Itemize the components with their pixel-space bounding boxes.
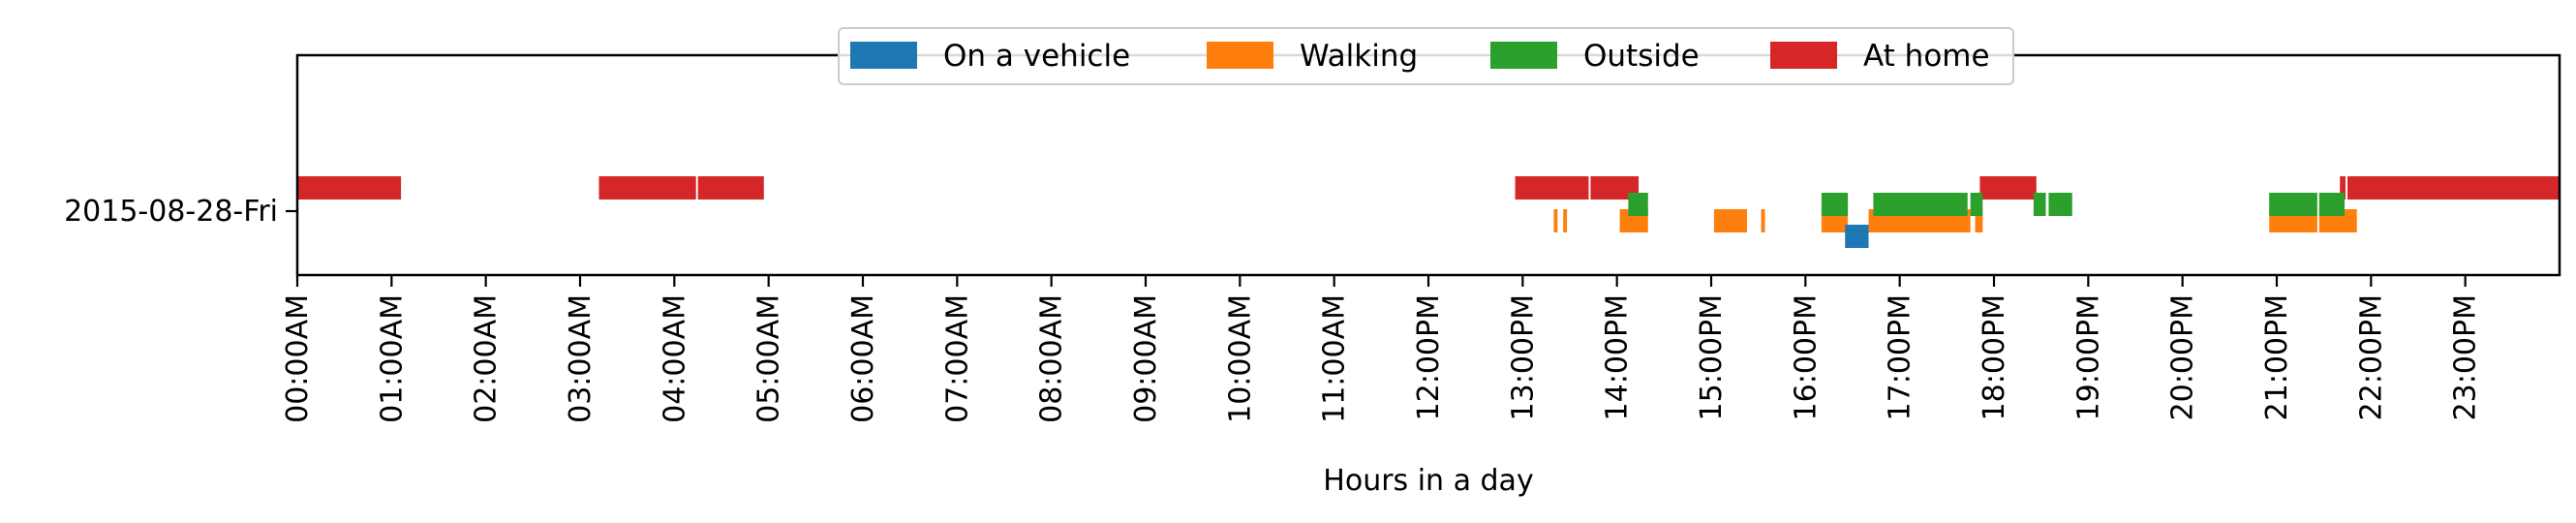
legend-swatch-walking	[1207, 42, 1273, 69]
x-tick-label: 11:00AM	[1318, 294, 1352, 423]
bar-at-home	[1979, 176, 2037, 200]
x-tick-label: 02:00AM	[470, 294, 504, 423]
x-tick-label: 22:00PM	[2354, 294, 2388, 420]
x-tick-label: 03:00AM	[564, 294, 598, 423]
bar-outside	[1873, 193, 1968, 216]
legend-box	[838, 27, 2014, 85]
bar-walking	[1713, 209, 1747, 232]
bar-outside	[1628, 193, 1648, 216]
bar-at-home	[598, 176, 696, 200]
x-tick-label: 05:00AM	[752, 294, 786, 423]
x-tick-label: 20:00PM	[2166, 294, 2200, 420]
x-tick-label: 01:00AM	[375, 294, 409, 423]
legend-swatch-outside	[1490, 42, 1557, 69]
bar-outside	[1970, 193, 1983, 216]
x-tick-label: 13:00PM	[1506, 294, 1540, 420]
x-tick-label: 04:00AM	[658, 294, 691, 423]
y-axis-ticks: 2015-08-28-Fri	[64, 195, 297, 229]
x-tick-label: 16:00PM	[1789, 294, 1823, 420]
legend-label-on-a-vehicle: On a vehicle	[943, 39, 1130, 74]
x-tick-label: 09:00AM	[1129, 294, 1163, 423]
x-tick-label: 17:00PM	[1884, 294, 1917, 420]
bar-outside	[2318, 193, 2346, 216]
x-tick-label: 18:00PM	[1978, 294, 2011, 420]
legend-label-at-home: At home	[1863, 39, 1990, 74]
x-tick-label: 08:00AM	[1035, 294, 1069, 423]
bar-on-a-vehicle	[1845, 225, 1869, 248]
x-tick-label: 06:00AM	[846, 294, 880, 423]
plot-frame	[295, 53, 2561, 277]
bar-walking	[1761, 209, 1765, 232]
bar-outside	[2269, 193, 2317, 216]
legend: On a vehicle Walking Outside At home	[838, 27, 2014, 85]
x-tick-label: 00:00AM	[281, 294, 315, 423]
x-tick-label: 19:00PM	[2071, 294, 2105, 420]
x-tick-label: 10:00AM	[1223, 294, 1257, 423]
bar-walking	[1975, 209, 1983, 232]
x-axis-label: Hours in a day	[1323, 464, 1533, 498]
legend-swatch-at-home	[1770, 42, 1837, 69]
bar-outside	[2033, 193, 2046, 216]
x-tick-label: 14:00PM	[1601, 294, 1635, 420]
x-tick-label: 12:00PM	[1412, 294, 1446, 420]
x-tick-label: 21:00PM	[2260, 294, 2294, 420]
legend-swatch-on-a-vehicle	[850, 42, 917, 69]
x-axis-ticks: 00:00AM 01:00AM 02:00AM 03:00AM 04:00AM 05:00…	[281, 275, 2483, 423]
bar-at-home	[697, 176, 764, 200]
x-tick-label: 15:00PM	[1695, 294, 1729, 420]
x-tick-label: 07:00AM	[940, 294, 974, 423]
bar-walking	[1563, 209, 1568, 232]
x-tick-label: 23:00PM	[2449, 294, 2483, 420]
bar-at-home	[297, 176, 402, 200]
bar-at-home	[1515, 176, 1589, 200]
y-tick-label: 2015-08-28-Fri	[64, 195, 278, 229]
legend-label-walking: Walking	[1300, 39, 1418, 74]
bar-at-home	[2340, 176, 2346, 200]
bar-outside	[1821, 193, 1849, 216]
legend-label-outside: Outside	[1583, 39, 1700, 74]
bar-at-home	[2347, 176, 2560, 200]
bar-walking	[1553, 209, 1558, 232]
activity-bars	[297, 176, 2560, 248]
bar-outside	[2048, 193, 2072, 216]
